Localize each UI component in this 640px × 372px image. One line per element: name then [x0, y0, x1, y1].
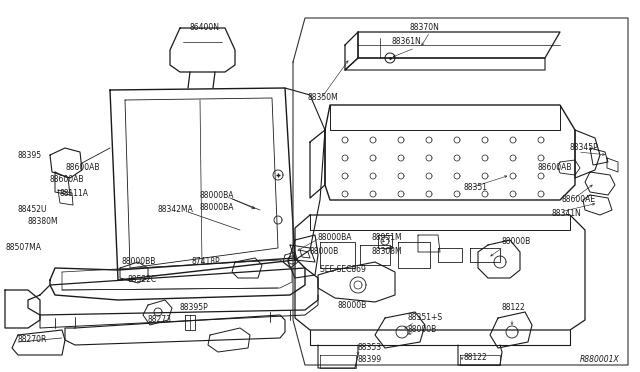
Text: 88395: 88395 [18, 151, 42, 160]
Text: 88273: 88273 [148, 315, 172, 324]
Text: 88345P: 88345P [570, 144, 599, 153]
Text: 88600AB: 88600AB [50, 176, 84, 185]
Text: 88351+S: 88351+S [408, 314, 443, 323]
Text: 88600AB: 88600AB [538, 164, 573, 173]
Text: 88342MA: 88342MA [158, 205, 194, 215]
Text: 88361N: 88361N [392, 38, 422, 46]
Text: 88111A: 88111A [60, 189, 89, 198]
Text: 88000BB: 88000BB [122, 257, 156, 266]
Text: 88380M: 88380M [28, 218, 59, 227]
Text: 88951M: 88951M [372, 234, 403, 243]
Text: SEE SEC869: SEE SEC869 [320, 266, 366, 275]
Text: 88122: 88122 [464, 353, 488, 362]
Text: 88270R: 88270R [18, 336, 47, 344]
Text: R880001X: R880001X [580, 356, 620, 365]
Text: 86400N: 86400N [190, 23, 220, 32]
Text: 88370N: 88370N [410, 23, 440, 32]
Text: 88000B: 88000B [310, 247, 339, 257]
Text: 88600AE: 88600AE [562, 196, 596, 205]
Text: 88000BA: 88000BA [200, 192, 234, 201]
Text: 88308M: 88308M [372, 247, 403, 257]
Text: 88600AB: 88600AB [65, 164, 99, 173]
Text: 88351: 88351 [464, 183, 488, 192]
Text: 88395P: 88395P [180, 304, 209, 312]
Text: 88000B: 88000B [338, 301, 367, 310]
Text: 88350M: 88350M [308, 93, 339, 102]
Text: 88000B: 88000B [502, 237, 531, 247]
Text: 88522C: 88522C [128, 276, 157, 285]
Text: 87418P: 87418P [192, 257, 221, 266]
Text: 88353: 88353 [358, 343, 382, 353]
Text: 88000BA: 88000BA [200, 203, 234, 212]
Text: 88000B: 88000B [408, 326, 437, 334]
Text: 88507MA: 88507MA [5, 244, 41, 253]
Text: 88000BA: 88000BA [318, 234, 353, 243]
Text: 88122: 88122 [502, 304, 525, 312]
Text: 88399: 88399 [358, 356, 382, 365]
Text: 88341N: 88341N [552, 209, 582, 218]
Text: 88452U: 88452U [18, 205, 47, 215]
